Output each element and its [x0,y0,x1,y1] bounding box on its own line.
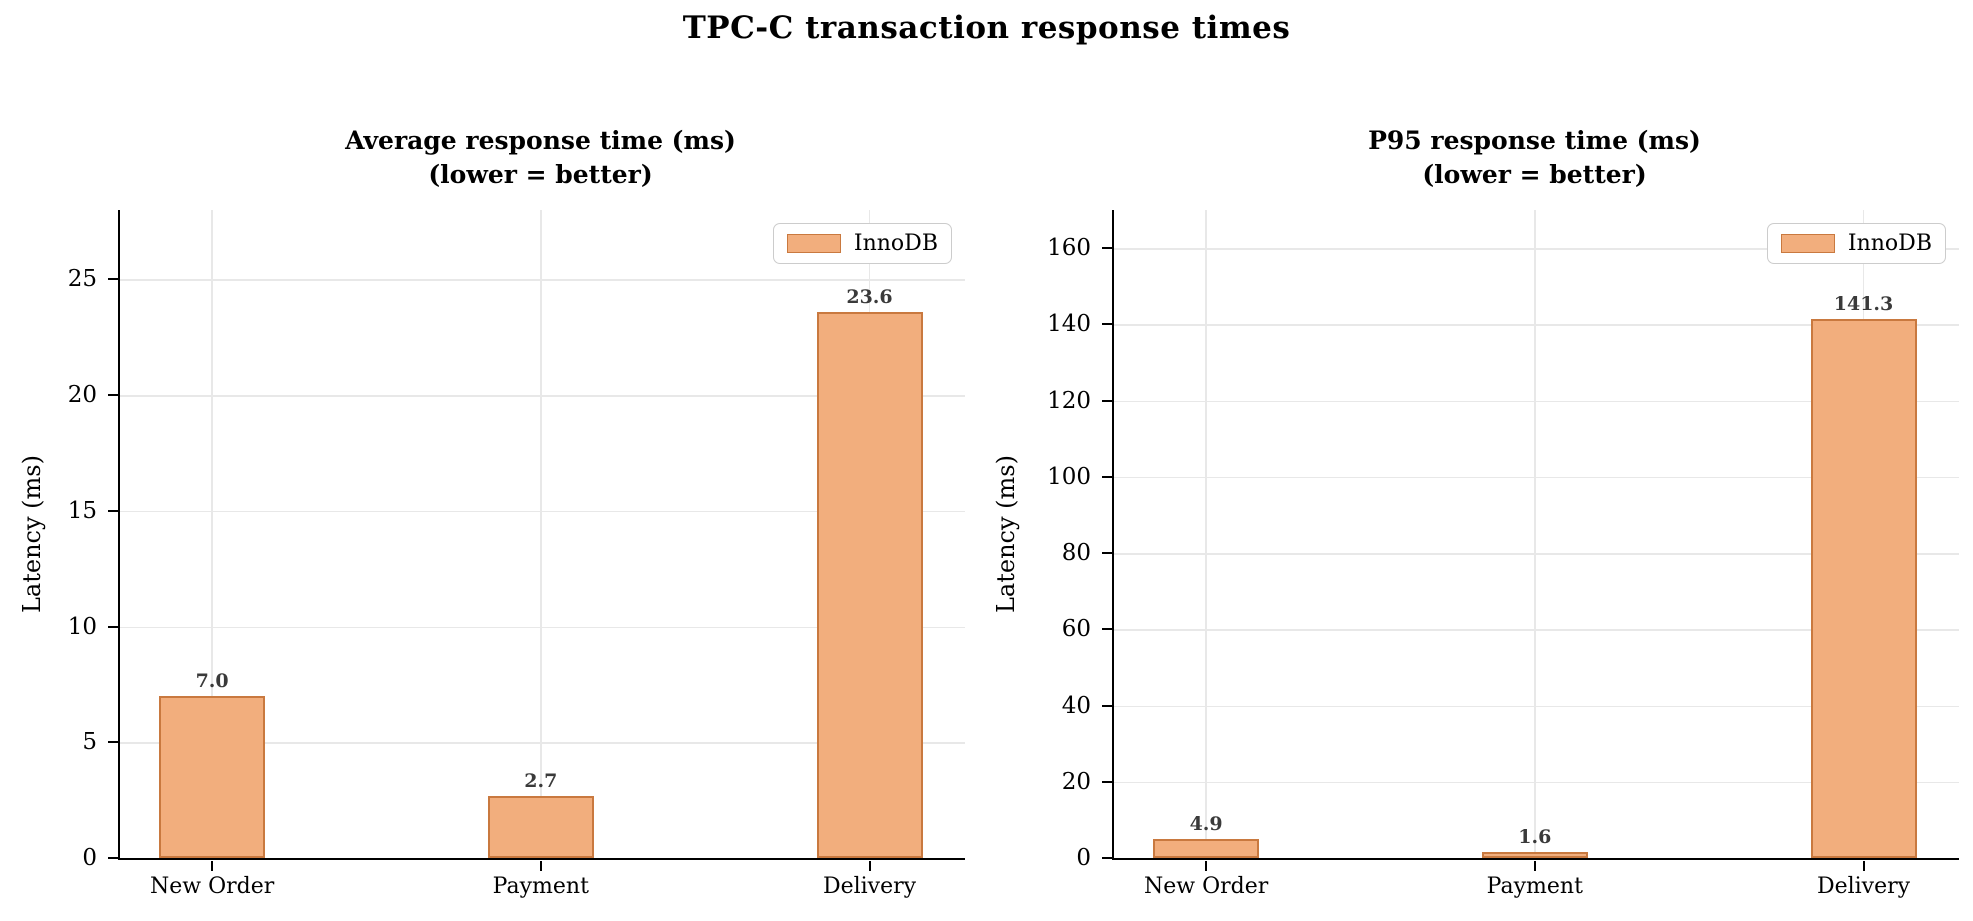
legend-label-innodb: InnoDB [853,231,938,256]
y-tick-mark [1101,780,1112,783]
y-tick-mark [107,625,118,628]
subplot-subtitle-average: (lower = better) [428,160,653,189]
y-tick-mark [1101,552,1112,555]
subplot-title-block-average: Average response time (ms) (lower = bett… [118,124,963,192]
y-tick-label: 10 [67,613,97,640]
x-tick-mark [1533,861,1536,871]
y-tick-label: 100 [1047,463,1091,490]
gridline-horizontal [1114,324,1959,326]
y-tick-label: 40 [1061,692,1091,719]
bar-payment [1481,851,1588,858]
subplot-title-average: Average response time (ms) [345,126,736,155]
bar-delivery [1810,319,1917,858]
bar-payment [487,795,594,858]
bar-value-label-new-order: 7.0 [195,670,229,692]
gridline-horizontal [1114,629,1959,631]
gridline-horizontal [120,742,965,744]
bar-value-label-payment: 1.6 [1518,825,1552,848]
bar-new-order [159,696,266,858]
subplot-title-p95: P95 response time (ms) [1368,126,1701,155]
subplot-subtitle-p95: (lower = better) [1422,160,1647,189]
x-tick-label-delivery: Delivery [822,874,917,899]
y-tick-label: 140 [1047,311,1091,338]
gridline-horizontal [1114,400,1959,403]
y-tick-mark [107,394,118,397]
bar-value-label-delivery: 23.6 [846,285,893,308]
gridline-horizontal [1114,781,1959,784]
gridline-horizontal [120,510,965,513]
y-tick-label: 0 [1076,845,1091,871]
y-tick-label: 5 [82,729,97,756]
bar-value-label-new-order: 4.9 [1189,813,1223,836]
x-tick-mark [211,861,214,871]
y-tick-label: 25 [67,266,97,293]
legend-label-innodb: InnoDB [1847,231,1932,256]
gridline-horizontal [1114,705,1959,708]
gridline-horizontal [1114,553,1959,555]
x-tick-mark [539,861,542,871]
x-tick-mark [1862,861,1865,871]
x-tick-label-payment: Payment [1486,874,1583,899]
y-tick-mark [1101,628,1112,631]
x-tick-mark [1205,861,1208,871]
y-tick-mark [1101,704,1112,707]
x-tick-label-delivery: Delivery [1816,874,1911,899]
y-tick-label: 160 [1047,235,1091,262]
y-tick-mark [1101,247,1112,250]
y-axis-label-p95: Latency (ms) [992,455,1020,613]
gridline-vertical [211,210,213,858]
legend-swatch-innodb [786,234,841,253]
y-tick-mark [1101,475,1112,478]
x-tick-mark [868,861,871,871]
legend-average: InnoDB [772,223,952,264]
x-tick-label-payment: Payment [492,874,589,899]
y-axis-label-average: Latency (ms) [18,455,46,613]
legend-swatch-innodb [1780,234,1835,253]
x-tick-label-new-order: New Order [149,874,275,899]
y-tick-label: 60 [1061,616,1091,643]
y-tick-label: 20 [1061,768,1091,795]
y-tick-label: 15 [67,497,97,524]
y-tick-mark [1101,323,1112,326]
y-tick-mark [107,509,118,512]
legend-p95: InnoDB [1766,223,1946,264]
gridline-horizontal [120,395,965,397]
y-tick-mark [1101,399,1112,402]
plot-average: InnoDB 0 5 10 15 20 25 7.0 New Order 2.7 Payment 2… [68,210,965,899]
gridline-vertical [1534,210,1536,858]
bar-delivery [816,311,923,858]
bar-value-label-payment: 2.7 [524,769,558,792]
y-tick-label: 20 [67,382,97,409]
gridline-horizontal [120,626,965,629]
y-tick-label: 80 [1061,540,1091,567]
y-tick-label: 120 [1047,387,1091,414]
plot-p95: InnoDB 0 20 40 60 80 100 120 140 160 4.9 New Order… [1047,210,1959,899]
gridline-horizontal [120,279,965,281]
y-tick-mark [107,741,118,744]
y-tick-mark [107,857,118,859]
y-tick-mark [1101,857,1112,859]
gridline-vertical [1205,210,1207,858]
figure-title: TPC-C transaction response times [682,10,1291,46]
gridline-horizontal [1114,248,1959,250]
x-tick-label-new-order: New Order [1143,874,1269,899]
bar-value-label-delivery: 141.3 [1833,293,1894,316]
gridline-horizontal [1114,476,1959,479]
y-tick-mark [107,278,118,281]
gridline-vertical [540,210,542,858]
bar-new-order [1153,839,1260,858]
y-tick-label: 0 [82,845,97,871]
subplot-title-block-p95: P95 response time (ms) (lower = better) [1112,124,1957,192]
